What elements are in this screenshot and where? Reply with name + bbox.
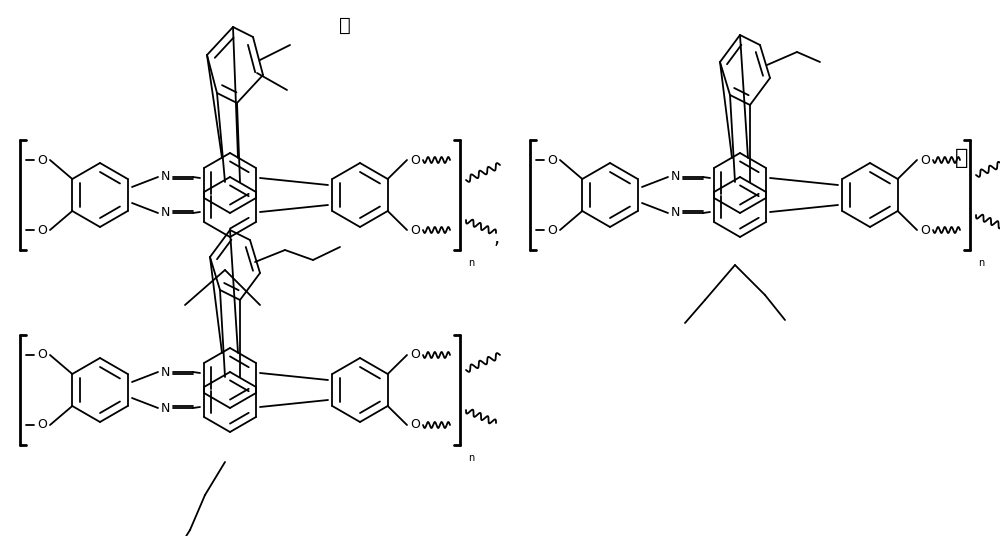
Text: n: n bbox=[468, 258, 474, 268]
Text: N: N bbox=[160, 206, 170, 220]
Text: O: O bbox=[920, 153, 930, 167]
Text: N: N bbox=[670, 206, 680, 220]
Text: 或: 或 bbox=[955, 148, 969, 168]
Text: O: O bbox=[547, 224, 557, 236]
Text: O: O bbox=[37, 224, 47, 236]
Text: N: N bbox=[670, 170, 680, 183]
Text: N: N bbox=[160, 170, 170, 183]
Text: N: N bbox=[160, 366, 170, 378]
Text: ,: , bbox=[494, 229, 500, 248]
Text: O: O bbox=[37, 348, 47, 361]
Text: O: O bbox=[37, 153, 47, 167]
Text: O: O bbox=[547, 153, 557, 167]
Text: 。: 。 bbox=[339, 16, 351, 35]
Text: n: n bbox=[468, 453, 474, 463]
Text: O: O bbox=[410, 419, 420, 431]
Text: N: N bbox=[160, 401, 170, 414]
Text: O: O bbox=[410, 348, 420, 361]
Text: O: O bbox=[37, 419, 47, 431]
Text: O: O bbox=[410, 224, 420, 236]
Text: O: O bbox=[410, 153, 420, 167]
Text: n: n bbox=[978, 258, 984, 268]
Text: O: O bbox=[920, 224, 930, 236]
